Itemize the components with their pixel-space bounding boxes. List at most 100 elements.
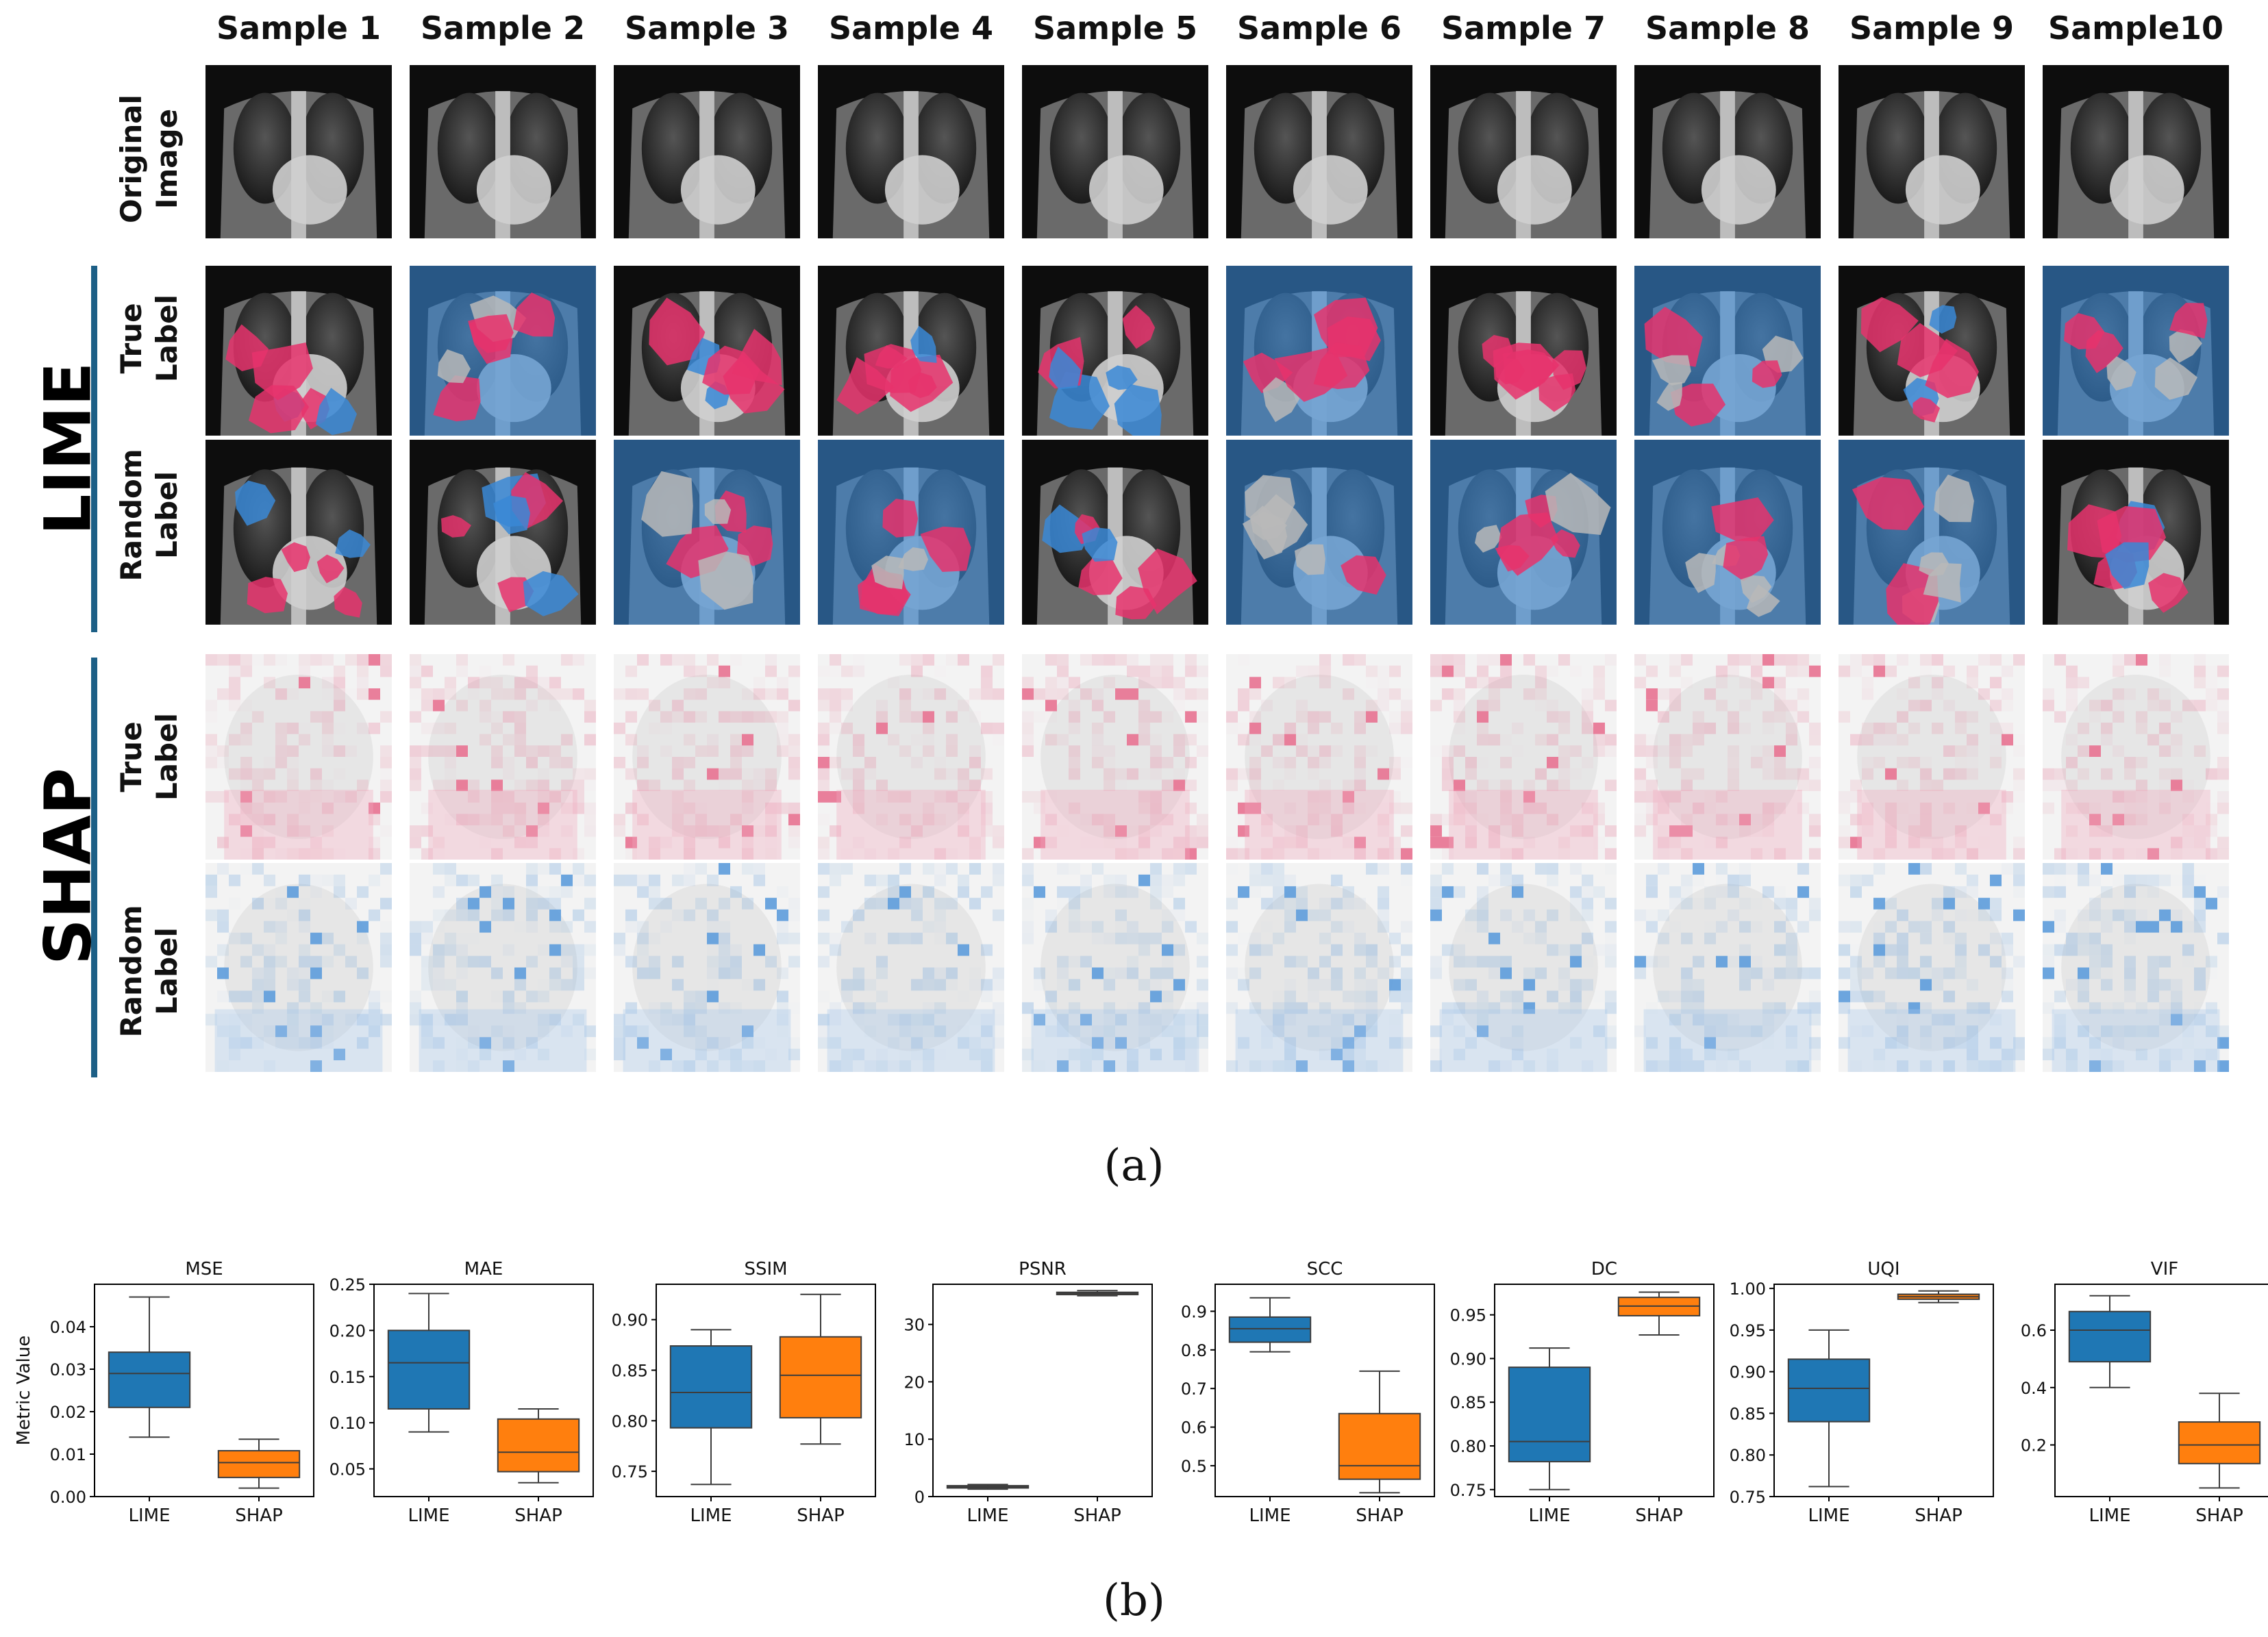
- boxplot-uqi: UQI 0.75 0.80 0.85 0.90 0.95 1.00 LIME SHAP: [1730, 1259, 1994, 1526]
- panel-lime-random-sample-9: [1839, 440, 2025, 625]
- xray-lime-true-6: [1226, 266, 1412, 436]
- xray-shap-true-2: [410, 654, 596, 860]
- box-lime: [387, 1292, 471, 1433]
- x-tick-label: LIME: [1249, 1505, 1291, 1526]
- iqr-box: [2178, 1421, 2261, 1464]
- panel-original-sample-3: [614, 65, 800, 238]
- panel-shap-true-sample-9: [1839, 654, 2025, 860]
- panel-lime-true-sample-7: [1430, 266, 1617, 436]
- y-tick-label: 0.80: [1730, 1446, 1766, 1465]
- xray-shap-random-6: [1226, 863, 1412, 1072]
- box-lime: [1228, 1297, 1312, 1353]
- xray-original-2: [410, 65, 596, 238]
- xray-shap-random-10: [2043, 863, 2229, 1072]
- y-tick-label: 30: [904, 1316, 925, 1335]
- xray-original-10: [2043, 65, 2229, 238]
- shap-group-label: SHAP: [31, 767, 106, 966]
- panel-shap-random-sample-9: [1839, 863, 2025, 1072]
- lime-group-bar: [91, 266, 97, 632]
- xray-original-3: [614, 65, 800, 238]
- panel-shap-random-sample-6: [1226, 863, 1412, 1072]
- xray-lime-random-6: [1226, 440, 1412, 625]
- xray-shap-random-7: [1430, 863, 1617, 1072]
- box-shap: [1897, 1290, 1980, 1303]
- boxplot-ssim: SSIM 0.75 0.80 0.85 0.90 LIME SHAP: [612, 1259, 876, 1526]
- row-label-original: Original Image: [114, 95, 184, 223]
- plot-title: PSNR: [1019, 1259, 1067, 1279]
- panel-shap-true-sample-3: [614, 654, 800, 860]
- xray-shap-random-3: [614, 863, 800, 1072]
- y-tick-label: 0.95: [1730, 1321, 1766, 1340]
- panel-lime-true-sample-10: [2043, 266, 2229, 436]
- xray-original-7: [1430, 65, 1617, 238]
- xray-shap-random-9: [1839, 863, 2025, 1072]
- iqr-box: [2068, 1310, 2152, 1363]
- x-tick-label: LIME: [1808, 1505, 1849, 1526]
- caption-b: (b): [1103, 1575, 1165, 1626]
- panel-original-sample-5: [1022, 65, 1208, 238]
- y-tick-label: 0.85: [1450, 1393, 1486, 1412]
- sample-header-1: Sample 1: [216, 10, 382, 47]
- panel-shap-random-sample-7: [1430, 863, 1617, 1072]
- xray-original-6: [1226, 65, 1412, 238]
- iqr-box: [1508, 1366, 1591, 1462]
- boxplot-scc: SCC 0.5 0.6 0.7 0.8 0.9 LIME SHAP: [1181, 1259, 1435, 1526]
- xray-lime-true-3: [614, 266, 800, 436]
- panel-original-sample-6: [1226, 65, 1412, 238]
- box-lime: [946, 1484, 1030, 1490]
- iqr-box: [669, 1345, 753, 1429]
- y-tick-label: 0.2: [2021, 1436, 2047, 1455]
- panel-lime-random-sample-1: [205, 440, 392, 625]
- panel-shap-random-sample-1: [205, 863, 392, 1072]
- sample-header-3: Sample 3: [624, 10, 790, 47]
- y-tick-label: 0.20: [329, 1321, 366, 1340]
- xray-shap-random-8: [1634, 863, 1821, 1072]
- xray-shap-random-4: [818, 863, 1004, 1072]
- sample-header-2: Sample 2: [420, 10, 586, 47]
- sample-header-6: Sample 6: [1236, 10, 1402, 47]
- y-tick-label: 0.25: [329, 1275, 366, 1295]
- plot-title: UQI: [1867, 1259, 1899, 1279]
- plot-title: DC: [1591, 1259, 1617, 1279]
- xray-shap-true-7: [1430, 654, 1617, 860]
- box-lime: [1508, 1347, 1591, 1490]
- panel-shap-true-sample-7: [1430, 654, 1617, 860]
- xray-lime-true-4: [818, 266, 1004, 436]
- y-tick-label: 0.75: [1450, 1481, 1486, 1500]
- y-tick-label: 0.8: [1181, 1341, 1207, 1360]
- caption-a: (a): [1104, 1140, 1164, 1191]
- x-tick-label: LIME: [2089, 1505, 2130, 1526]
- panel-shap-random-sample-4: [818, 863, 1004, 1072]
- x-tick-label: LIME: [690, 1505, 732, 1526]
- y-tick-label: 0.5: [1181, 1457, 1207, 1476]
- x-tick-label: SHAP: [797, 1505, 845, 1526]
- xray-lime-random-10: [2043, 440, 2229, 625]
- panel-lime-random-sample-5: [1022, 440, 1208, 625]
- panel-shap-random-sample-5: [1022, 863, 1208, 1072]
- plot-title: SCC: [1307, 1259, 1343, 1279]
- y-tick-label: 20: [904, 1373, 925, 1392]
- xray-shap-true-3: [614, 654, 800, 860]
- y-tick-label: 0.03: [50, 1360, 86, 1379]
- panel-shap-true-sample-1: [205, 654, 392, 860]
- panel-lime-true-sample-4: [818, 266, 1004, 436]
- panel-original-sample-8: [1634, 65, 1821, 238]
- xray-lime-random-8: [1634, 440, 1821, 625]
- row-label-shap-random: Random Label: [114, 905, 184, 1038]
- lime-group-label: LIME: [31, 362, 106, 536]
- x-tick-label: SHAP: [2195, 1505, 2243, 1526]
- panel-original-sample-7: [1430, 65, 1617, 238]
- x-tick-label: SHAP: [1356, 1505, 1404, 1526]
- y-tick-label: 0.75: [1730, 1488, 1766, 1507]
- y-tick-label: 0.9: [1181, 1302, 1207, 1321]
- y-tick-label: 0.75: [612, 1462, 648, 1482]
- panel-original-sample-2: [410, 65, 596, 238]
- panel-original-sample-10: [2043, 65, 2229, 238]
- panel-lime-true-sample-3: [614, 266, 800, 436]
- y-tick-label: 0.85: [1730, 1404, 1766, 1423]
- panel-lime-true-sample-5: [1022, 266, 1208, 436]
- boxplot-mae: MAE 0.05 0.10 0.15 0.20 0.25 LIME SHAP: [329, 1259, 594, 1526]
- boxplot-psnr: PSNR 0 10 20 30 LIME SHAP: [904, 1259, 1153, 1526]
- y-tick-label: 0.00: [50, 1488, 86, 1507]
